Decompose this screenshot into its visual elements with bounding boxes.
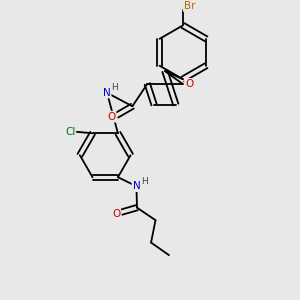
Text: O: O [185,79,193,89]
Text: Cl: Cl [65,127,75,137]
Text: H: H [111,83,118,92]
Text: O: O [107,112,116,122]
Text: H: H [141,177,148,186]
Text: N: N [133,181,140,191]
Text: N: N [103,88,111,98]
Text: Br: Br [184,1,195,11]
Text: O: O [112,208,120,219]
